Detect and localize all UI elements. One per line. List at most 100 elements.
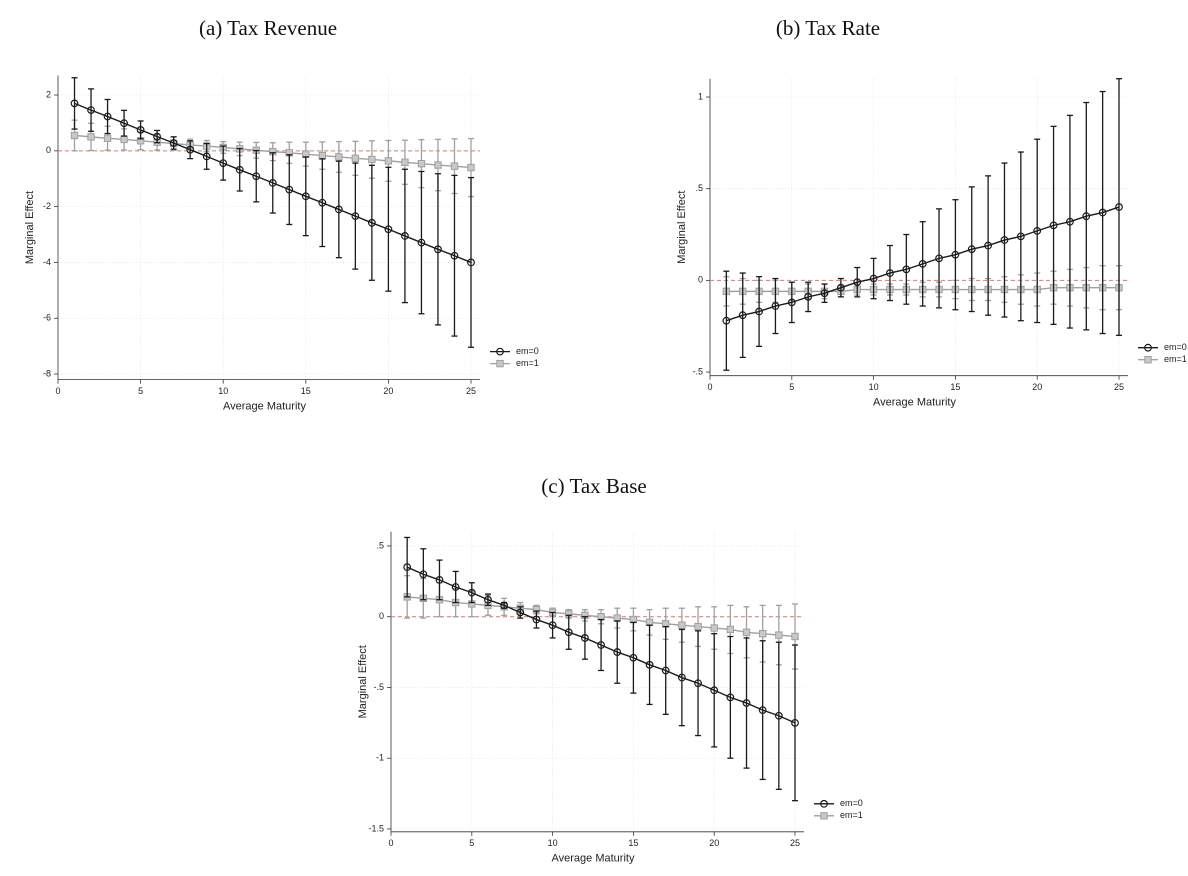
y-tick-label: 1 — [698, 91, 703, 101]
marker — [951, 250, 960, 259]
x-tick-label: 15 — [950, 382, 960, 392]
marker — [758, 706, 767, 715]
x-tick-label: 20 — [383, 386, 393, 396]
marker — [450, 162, 459, 170]
x-axis-title: Average Maturity — [223, 401, 306, 413]
marker — [645, 660, 654, 669]
marker — [417, 238, 426, 247]
marker — [103, 112, 112, 121]
marker — [886, 269, 894, 277]
marker — [902, 265, 911, 274]
marker — [186, 145, 195, 154]
y-tick-label: -4 — [43, 257, 51, 267]
x-tick-label: 25 — [790, 838, 800, 848]
marker — [202, 152, 211, 161]
marker — [87, 106, 95, 114]
y-tick-label: -2 — [43, 201, 51, 211]
series — [722, 78, 1123, 371]
marker — [791, 718, 799, 727]
x-tick-label: 10 — [548, 838, 558, 848]
marker — [1016, 232, 1025, 241]
error-bar — [404, 536, 411, 598]
panel-title: (c) Tax Base — [541, 474, 646, 498]
marker — [169, 139, 178, 147]
marker — [597, 641, 605, 649]
marker — [401, 232, 409, 240]
marker — [351, 154, 360, 163]
marker — [301, 192, 310, 201]
x-tick-label: 20 — [1032, 382, 1042, 392]
y-tick-label: -1 — [376, 753, 384, 763]
marker — [435, 576, 444, 584]
y-tick-label: 0 — [379, 611, 384, 621]
marker — [368, 155, 376, 164]
x-axis-title: Average Maturity — [873, 397, 956, 409]
marker — [467, 588, 476, 597]
marker — [334, 205, 343, 214]
x-tick-label: 20 — [709, 838, 719, 848]
marker — [836, 283, 845, 292]
marker — [136, 126, 145, 134]
marker — [738, 311, 747, 320]
error-bar — [71, 77, 78, 130]
legend-label: em=0 — [1164, 342, 1187, 352]
marker — [775, 631, 783, 639]
series-line — [726, 206, 1120, 322]
marker — [401, 158, 409, 166]
x-tick-label: 15 — [628, 838, 638, 848]
marker — [268, 179, 277, 187]
marker — [820, 289, 829, 298]
marker — [820, 799, 828, 808]
marker — [694, 679, 702, 688]
marker — [581, 634, 589, 642]
marker — [1082, 212, 1091, 221]
x-tick-label: 5 — [789, 382, 794, 392]
marker — [219, 159, 228, 168]
marker — [532, 615, 541, 624]
x-tick-label: 5 — [469, 838, 474, 848]
marker — [467, 163, 475, 172]
marker — [742, 699, 751, 707]
marker — [103, 134, 112, 142]
marker — [742, 628, 751, 636]
marker — [820, 812, 828, 820]
x-tick-label: 15 — [301, 386, 311, 396]
marker — [335, 153, 343, 161]
marker — [1033, 226, 1042, 235]
panel-title: (a) Tax Revenue — [199, 16, 337, 40]
marker — [726, 625, 735, 634]
y-tick-label: 0 — [698, 275, 703, 285]
marker — [853, 278, 862, 287]
x-tick-label: 0 — [388, 838, 393, 848]
marker — [787, 298, 796, 307]
marker — [516, 608, 525, 617]
x-tick-label: 0 — [55, 386, 60, 396]
marker — [677, 673, 686, 682]
panel: (c) Tax Base -1.5 -1 -.5 0 .5 0 5 10 15 20 25 Averag… — [357, 474, 863, 865]
y-axis-title: Marginal Effect — [676, 191, 688, 264]
y-tick-label: -1.5 — [368, 823, 384, 833]
marker — [120, 135, 128, 144]
marker — [450, 251, 459, 260]
marker — [791, 632, 799, 641]
x-tick-label: 5 — [138, 386, 143, 396]
marker — [1066, 217, 1074, 226]
x-tick-label: 10 — [218, 386, 228, 396]
legend-label: em=1 — [1164, 354, 1187, 364]
marker — [710, 686, 719, 695]
marker — [318, 198, 327, 207]
y-tick-label: 2 — [46, 89, 51, 99]
y-axis-title: Marginal Effect — [357, 645, 369, 718]
marker — [613, 648, 622, 656]
legend-label: em=1 — [840, 810, 863, 820]
marker — [434, 161, 442, 169]
marker — [1144, 343, 1152, 352]
marker — [70, 131, 79, 140]
marker — [967, 245, 976, 254]
x-tick-label: 0 — [707, 382, 712, 392]
marker — [451, 583, 460, 591]
error-bar — [468, 176, 474, 348]
marker — [722, 316, 731, 325]
y-tick-label: .5 — [695, 183, 703, 193]
